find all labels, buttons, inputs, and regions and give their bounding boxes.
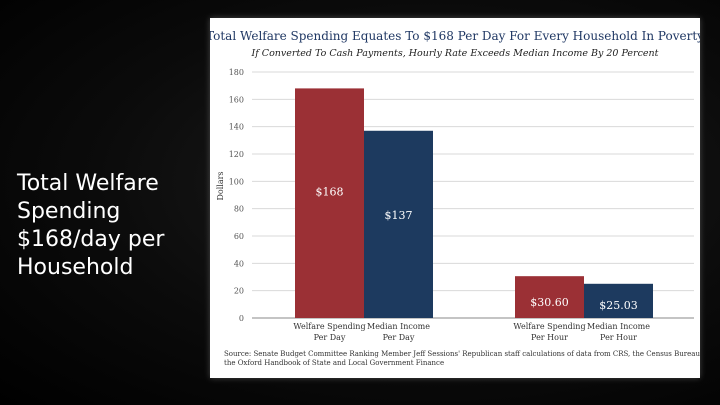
bar-welfare-spending-per-hour: [515, 276, 584, 318]
y-tick-label: 60: [234, 232, 244, 241]
category-label: Per Day: [383, 333, 415, 342]
y-tick-label: 0: [239, 314, 244, 323]
data-label: $25.03: [599, 299, 638, 312]
data-label: $30.60: [530, 296, 569, 309]
category-label: Median Income: [367, 322, 430, 331]
source-note-line-1: Source: Senate Budget Committee Ranking …: [224, 350, 700, 358]
chart-frame: Total Welfare Spending Equates To $168 P…: [210, 18, 700, 378]
bars: $168 $137 $30.60 $25.03: [295, 88, 653, 319]
category-label: Welfare Spending: [513, 322, 585, 331]
bar-median-income-per-hour: [584, 283, 653, 318]
data-label: $168: [316, 186, 344, 199]
y-tick-label: 40: [234, 259, 244, 268]
category-label: Median Income: [587, 322, 650, 331]
category-label: Per Hour: [600, 333, 637, 342]
category-label: Welfare Spending: [293, 322, 365, 331]
y-axis-ticks: 0 20 40 60 80 100 120 140 160 180: [229, 68, 244, 323]
welfare-spending-chart: Total Welfare Spending Equates To $168 P…: [210, 29, 700, 367]
y-axis-label: Dollars: [216, 171, 225, 200]
bar-median-income-per-day: [364, 130, 433, 318]
y-tick-label: 180: [229, 68, 244, 77]
chart-subtitle: If Converted To Cash Payments, Hourly Ra…: [251, 48, 659, 59]
category-labels: Welfare Spending Per Day Median Income Per …: [293, 322, 650, 342]
source-note-line-2: the Oxford Handbook of State and Local G…: [224, 359, 444, 367]
y-tick-label: 120: [229, 150, 244, 159]
y-tick-label: 100: [229, 177, 244, 186]
chart-title: Total Welfare Spending Equates To $168 P…: [210, 29, 700, 43]
bar-welfare-spending-per-day: [295, 88, 364, 319]
y-tick-label: 80: [234, 205, 244, 214]
data-label: $137: [385, 209, 413, 222]
slide-title: Total Welfare Spending $168/day per Hous…: [17, 171, 165, 280]
y-tick-label: 140: [229, 123, 244, 132]
category-label: Per Day: [314, 333, 346, 342]
y-tick-label: 20: [234, 287, 244, 296]
category-label: Per Hour: [531, 333, 568, 342]
y-tick-label: 160: [229, 95, 244, 104]
